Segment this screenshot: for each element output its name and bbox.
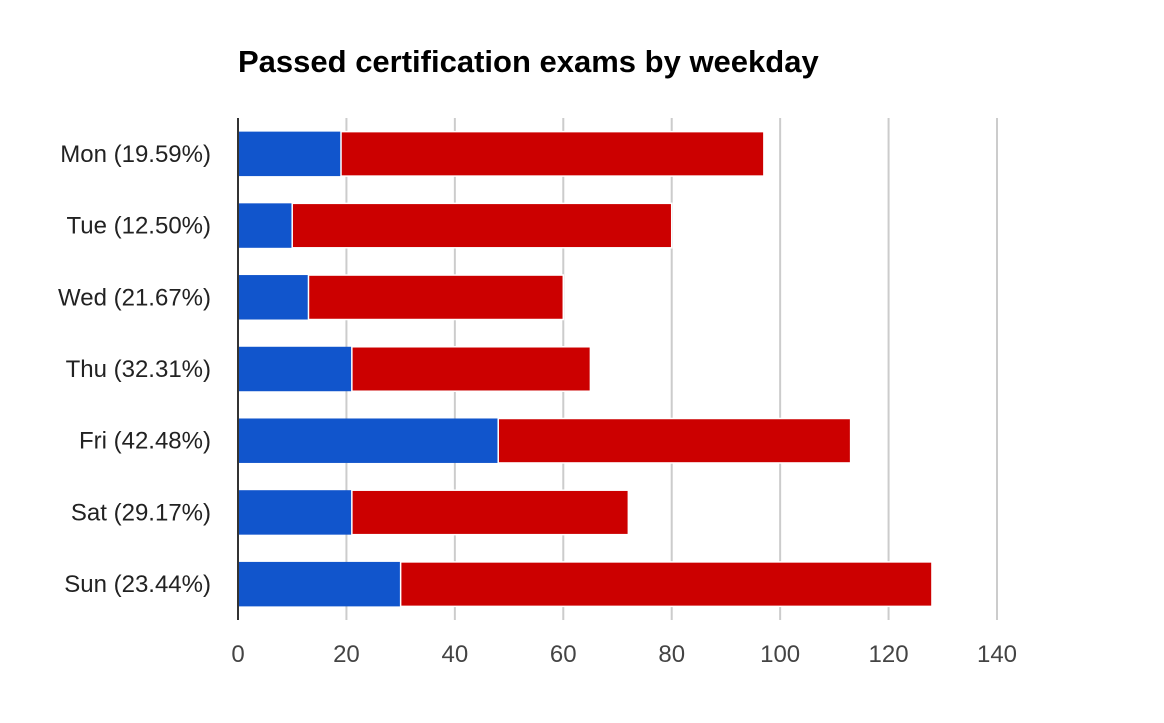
x-tick-label: 140 [977, 641, 1017, 668]
bar-segment [307, 274, 565, 321]
x-tick-label: 20 [333, 641, 360, 668]
x-tick-label: 100 [760, 641, 800, 668]
tick-labels: 0 20 40 60 80 100 120 140 [231, 641, 1017, 668]
bar-segment [238, 203, 293, 248]
category-label: Fri (42.48%) [79, 428, 211, 455]
category-label: Sun (23.44%) [64, 571, 211, 598]
category-label: Thu (32.31%) [66, 356, 211, 383]
x-tick-label: 0 [231, 641, 244, 668]
bar-segment [399, 561, 933, 608]
x-tick-label: 80 [658, 641, 685, 668]
bar-segment [238, 131, 342, 177]
bar-segment [238, 561, 401, 607]
bar-segment [238, 418, 499, 463]
x-tick-label: 40 [442, 641, 469, 668]
bar-segment [238, 275, 309, 320]
category-label: Mon (19.59%) [60, 141, 211, 168]
chart-title: Passed certification exams by weekday [238, 44, 819, 79]
x-tick-label: 120 [869, 641, 909, 668]
category-label: Wed (21.67%) [58, 284, 211, 311]
bar-segment [340, 130, 765, 177]
bar-segment [238, 490, 352, 535]
bar-segment [497, 417, 852, 464]
bar-segment [291, 202, 673, 249]
category-labels: Mon (19.59%) Tue (12.50%) Wed (21.67%) Thu … [58, 141, 211, 598]
x-tick-label: 60 [550, 641, 577, 668]
category-label: Sat (29.17%) [71, 499, 211, 526]
bar-segment [238, 346, 352, 392]
bar-segment [351, 489, 630, 536]
bar-segment [351, 346, 592, 392]
category-label: Tue (12.50%) [66, 213, 211, 240]
bars [238, 130, 933, 608]
